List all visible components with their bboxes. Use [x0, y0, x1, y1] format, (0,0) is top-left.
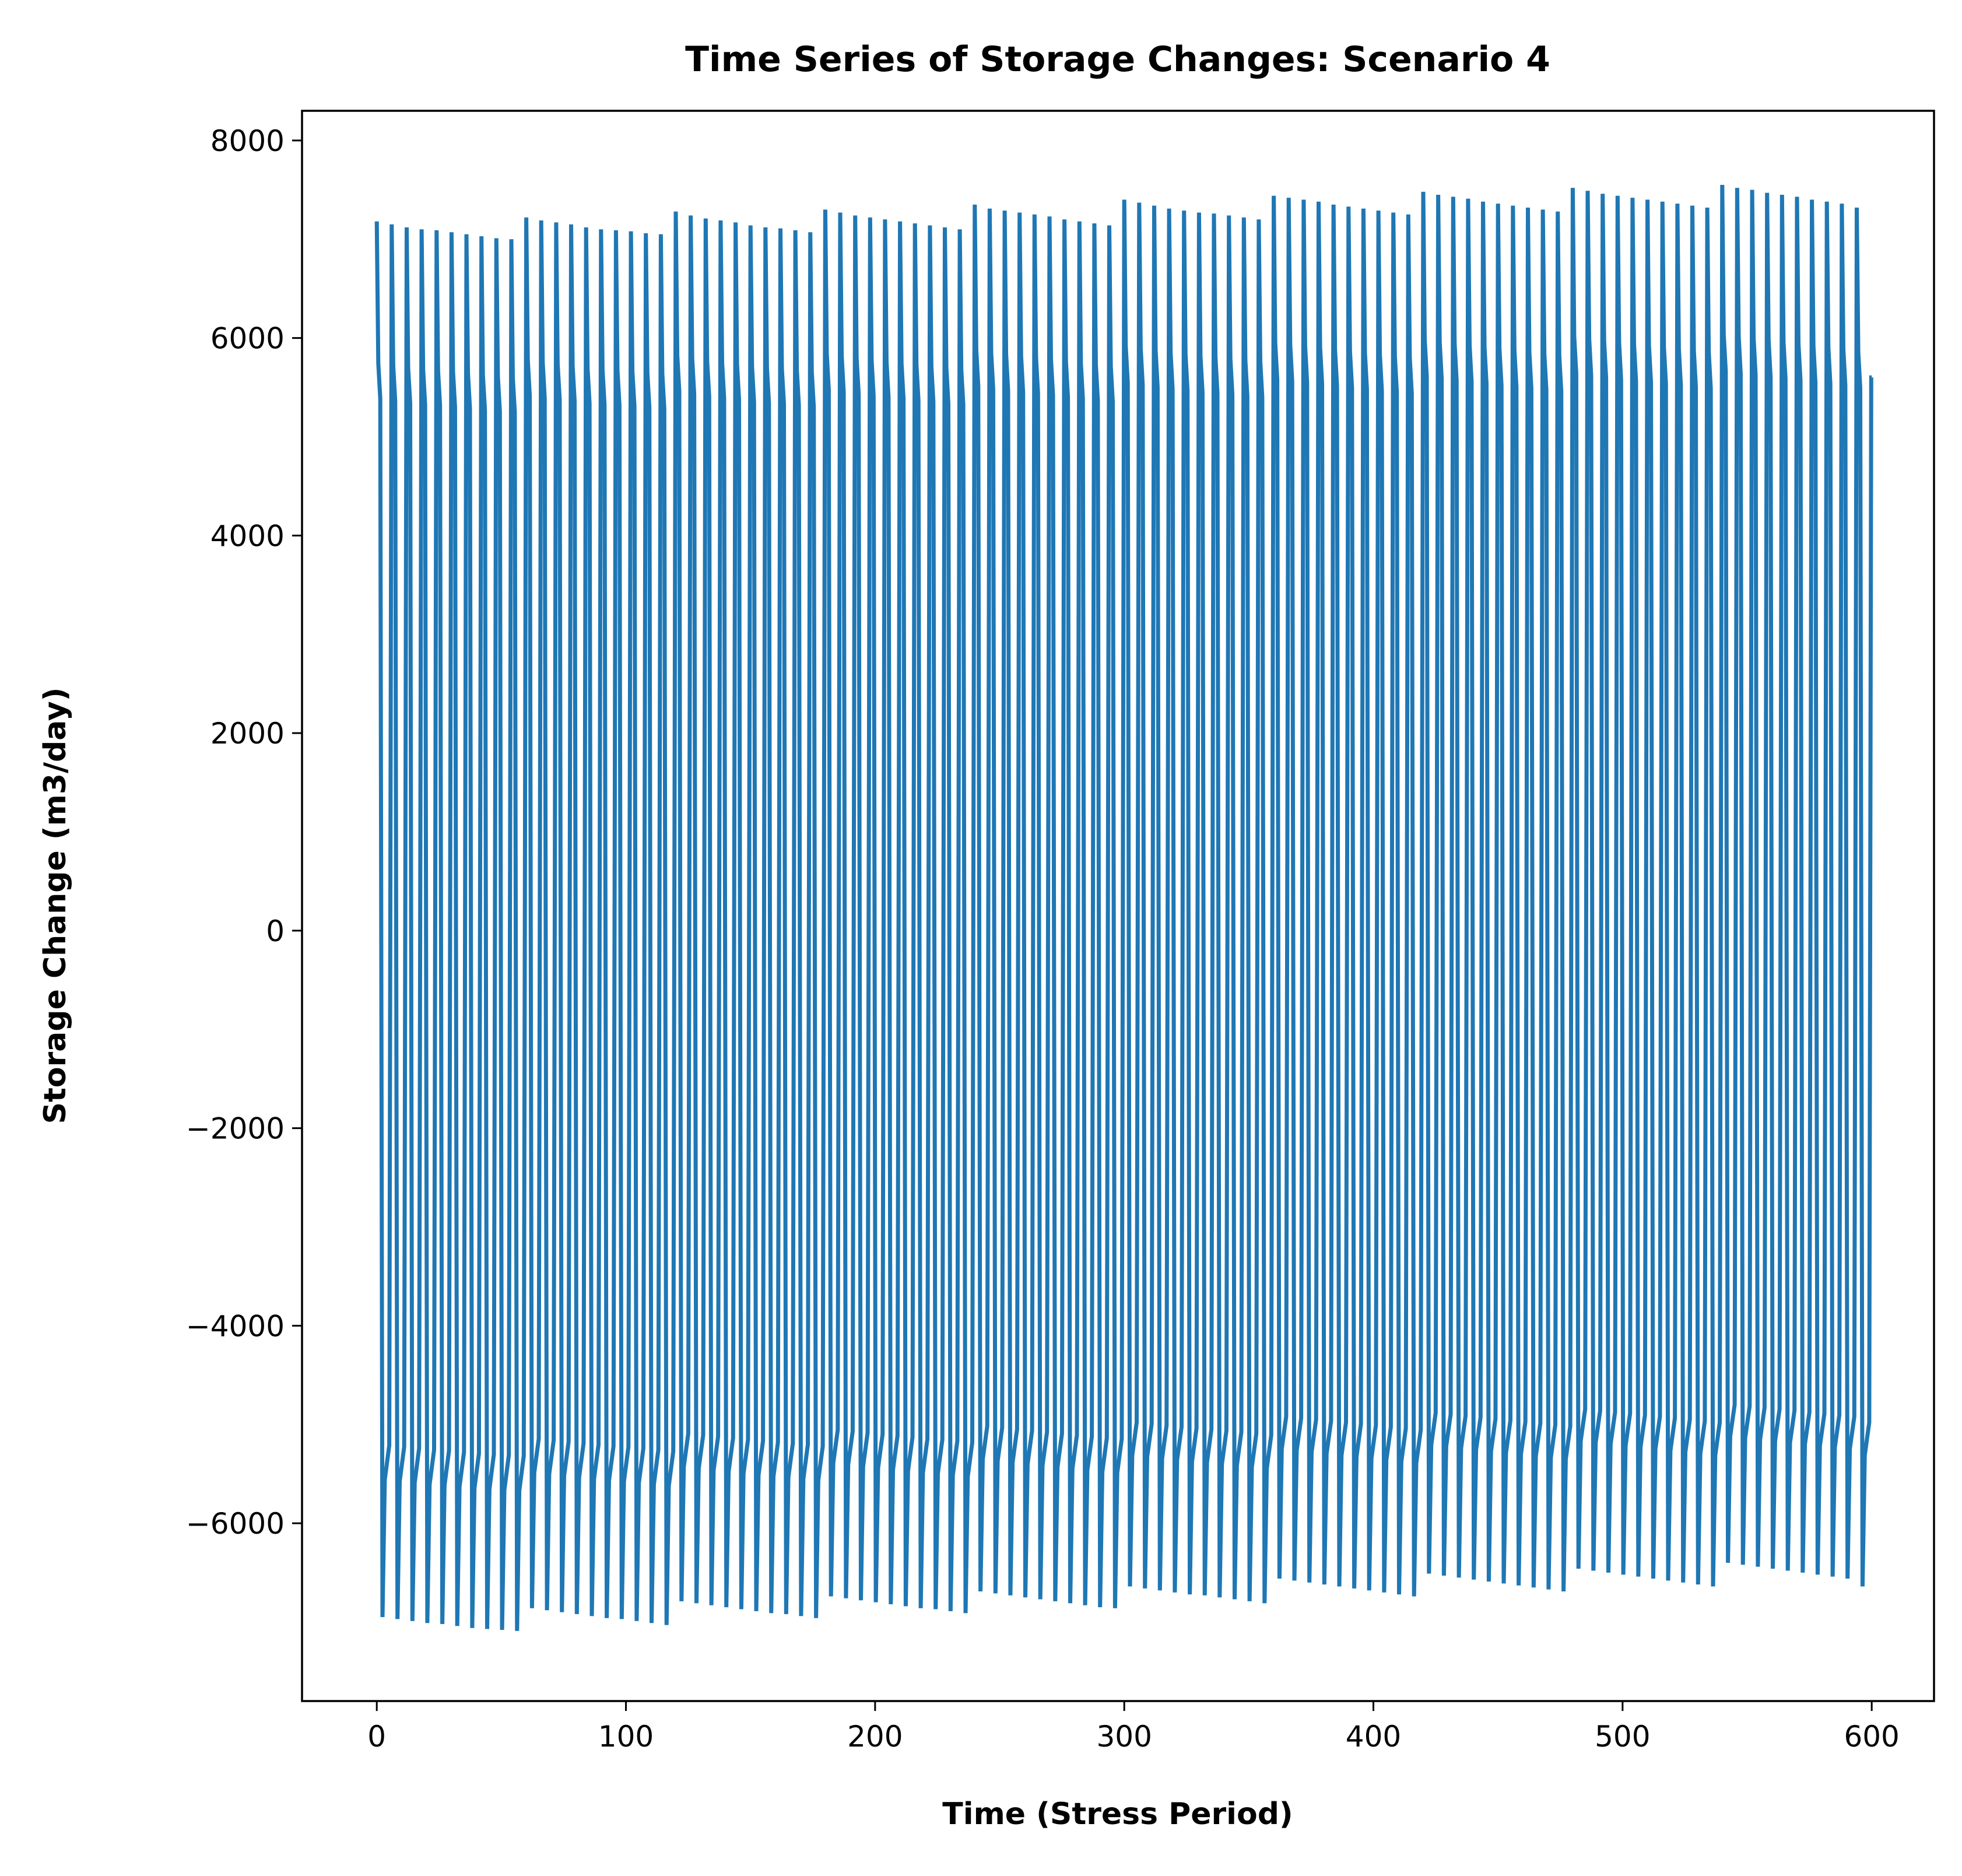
y-axis: −6000 −4000 −2000 0 2000 4000 6000 8000: [186, 124, 302, 1541]
x-tick-label: 200: [847, 1720, 903, 1754]
x-tick-label: 500: [1595, 1720, 1650, 1754]
x-tick-label: 400: [1346, 1720, 1401, 1754]
y-tick-label: −2000: [186, 1112, 285, 1146]
y-tick-label: 4000: [210, 519, 285, 553]
x-tick-label: 600: [1844, 1720, 1899, 1754]
y-tick-label: 0: [266, 914, 285, 948]
axes-frame: [301, 110, 1935, 1702]
y-tick-label: 2000: [210, 717, 285, 751]
y-tick-label: −4000: [186, 1309, 285, 1343]
plot-area: [374, 184, 1873, 1631]
y-tick-label: −6000: [186, 1507, 285, 1541]
y-tick-label: 6000: [210, 322, 285, 356]
x-axis: 0 100 200 300 400 500 600: [367, 1701, 1900, 1754]
x-tick-label: 100: [598, 1720, 654, 1754]
x-axis-label: Time (Stress Period): [942, 1797, 1293, 1832]
chart-title: Time Series of Storage Changes: Scenario…: [685, 39, 1550, 80]
x-tick-label: 0: [367, 1720, 386, 1754]
y-tick-label: 8000: [210, 124, 285, 158]
storage-change-series-line: [374, 184, 1873, 1631]
y-axis-label: Storage Change (m3/day): [38, 688, 73, 1124]
x-tick-label: 300: [1096, 1720, 1152, 1754]
